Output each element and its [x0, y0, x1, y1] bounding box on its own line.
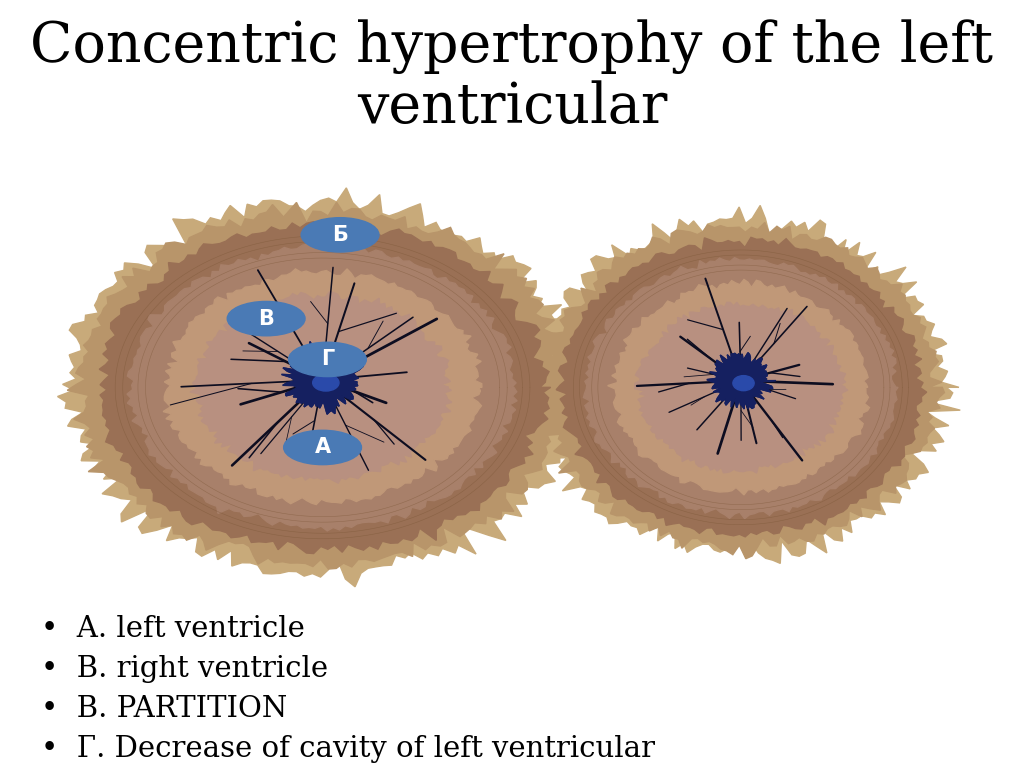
Circle shape: [301, 218, 379, 252]
Polygon shape: [607, 279, 869, 495]
Polygon shape: [707, 353, 775, 409]
Polygon shape: [163, 269, 482, 505]
Text: Concentric hypertrophy of the left: Concentric hypertrophy of the left: [31, 19, 993, 74]
Polygon shape: [135, 318, 224, 428]
Polygon shape: [556, 237, 927, 537]
Polygon shape: [282, 341, 364, 414]
Polygon shape: [127, 244, 517, 531]
Polygon shape: [99, 221, 551, 554]
Polygon shape: [282, 341, 364, 414]
Polygon shape: [57, 188, 592, 587]
Text: •  B. right ventricle: • B. right ventricle: [41, 655, 328, 683]
Polygon shape: [635, 302, 848, 473]
Ellipse shape: [312, 374, 339, 391]
Ellipse shape: [733, 376, 754, 390]
Text: •  Г. Decrease of cavity of left ventricular: • Г. Decrease of cavity of left ventricu…: [41, 735, 655, 763]
Polygon shape: [519, 206, 961, 564]
Polygon shape: [172, 353, 203, 392]
Text: A: A: [314, 437, 331, 457]
Polygon shape: [68, 202, 579, 569]
Circle shape: [284, 430, 361, 465]
Circle shape: [227, 301, 305, 336]
Polygon shape: [190, 291, 452, 483]
Circle shape: [289, 342, 367, 377]
Text: Г: Г: [321, 350, 334, 370]
Text: •  B. PARTITION: • B. PARTITION: [41, 695, 287, 723]
Text: В: В: [258, 308, 274, 328]
Polygon shape: [584, 258, 898, 518]
Text: •  A. left ventricle: • A. left ventricle: [41, 615, 305, 644]
Polygon shape: [707, 353, 775, 409]
Polygon shape: [537, 222, 944, 558]
Text: Б: Б: [332, 225, 348, 245]
Text: ventricular: ventricular: [356, 81, 668, 135]
